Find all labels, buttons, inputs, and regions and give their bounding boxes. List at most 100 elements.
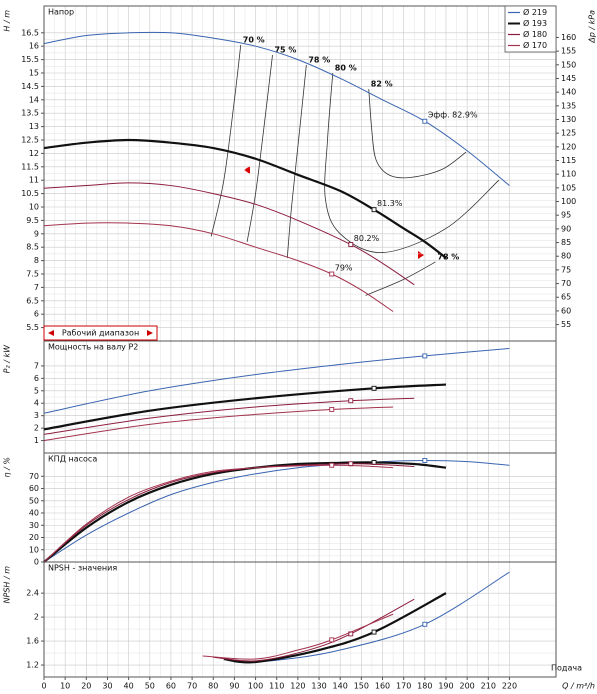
y2-tick-label: 110 <box>561 170 576 179</box>
y-tick-label: 9.5 <box>26 216 39 225</box>
y-axis-label: P₂ / kW <box>3 344 12 373</box>
x-tick-label: 160 <box>375 682 390 691</box>
y-tick-label: 11 <box>29 176 39 185</box>
y-tick-label: 13 <box>29 122 39 131</box>
iso-efficiency-line <box>368 89 467 179</box>
series-line <box>43 138 447 259</box>
y2-tick-label: 145 <box>561 74 576 83</box>
x-tick-label: 200 <box>459 682 474 691</box>
y-tick-label: 5.5 <box>26 323 39 332</box>
x-tick-label: 110 <box>269 682 284 691</box>
y-tick-label: 10 <box>29 203 39 212</box>
iso-efficiency-line <box>246 54 273 242</box>
panel-title: Напор <box>48 8 74 17</box>
y-tick-label: 2 <box>34 613 39 622</box>
x-tick-label: 10 <box>60 682 70 691</box>
y-tick-label: 5 <box>34 386 39 395</box>
duty-point <box>329 462 335 468</box>
series-line <box>43 383 447 431</box>
legend-box <box>504 5 557 53</box>
iso-efficiency-line <box>286 64 307 258</box>
y-tick-label: 30 <box>29 521 39 530</box>
y2-tick-label: 75 <box>561 265 571 274</box>
y-tick-label: 6 <box>34 374 39 383</box>
x-tick-label: 20 <box>81 682 91 691</box>
y2-tick-label: 105 <box>561 183 576 192</box>
y-tick-label: 2 <box>34 424 39 433</box>
y2-tick-label: 100 <box>561 197 576 206</box>
range-flag <box>244 166 250 174</box>
duty-label: 81.3% <box>377 199 403 208</box>
series-line <box>43 397 415 435</box>
iso-efficiency-line <box>365 261 436 296</box>
iso-efficiency-label: 75 % <box>274 46 296 55</box>
series-line <box>43 459 510 563</box>
panel-title: КПД насоса <box>48 455 97 464</box>
y-tick-label: 10 <box>29 545 39 554</box>
legend-label: Ø 170 <box>523 40 547 50</box>
y-tick-label: 9 <box>34 229 39 238</box>
y2-axis-label: Δp / kPa <box>588 10 597 44</box>
y2-tick-label: 125 <box>561 129 576 138</box>
x-tick-label: 120 <box>290 682 305 691</box>
y-tick-label: 11.5 <box>21 162 39 171</box>
y-tick-label: 16 <box>29 42 39 51</box>
y2-tick-label: 150 <box>561 60 576 69</box>
duty-point <box>422 458 428 463</box>
y-tick-label: 16.5 <box>21 28 39 37</box>
y-tick-label: 4 <box>34 399 39 408</box>
y-tick-label: 12.5 <box>21 136 39 145</box>
y-tick-label: 10.5 <box>21 189 39 198</box>
panel-title: NPSH - значения <box>48 564 117 573</box>
y-tick-label: 8.5 <box>26 243 39 252</box>
y-axis-label: η / % <box>3 457 12 477</box>
x-tick-label: 50 <box>145 682 155 691</box>
series-line <box>43 464 394 563</box>
y-tick-label: 15.5 <box>21 55 39 64</box>
y2-tick-label: 120 <box>561 142 576 151</box>
x-tick-label: 130 <box>311 682 326 691</box>
y-tick-label: 13.5 <box>21 109 39 118</box>
y2-tick-label: 85 <box>561 238 571 247</box>
y-tick-label: 2.4 <box>26 589 39 598</box>
series-line <box>202 613 394 660</box>
iso-efficiency-label: 82 % <box>371 80 393 89</box>
x-tick-label: 180 <box>417 682 432 691</box>
y-axis-label: NPSH / m <box>3 566 12 604</box>
x-tick-label: 70 <box>187 682 197 691</box>
y-tick-label: 60 <box>29 484 39 493</box>
y2-tick-label: 90 <box>561 224 571 233</box>
y-tick-label: 1.2 <box>26 661 39 670</box>
y-tick-label: 1 <box>34 436 39 445</box>
x-tick-label: 190 <box>438 682 453 691</box>
y-tick-label: 7 <box>34 283 39 292</box>
series-line <box>43 406 394 442</box>
x-axis-note: Подача <box>551 664 582 673</box>
y2-tick-label: 115 <box>561 156 576 165</box>
x-tick-label: 0 <box>41 682 46 691</box>
y-axis-label: H / m <box>3 10 12 32</box>
series-line <box>223 592 447 664</box>
duty-label: Эфф. 82.9% <box>428 111 478 120</box>
y-tick-label: 50 <box>29 496 39 505</box>
duty-point <box>329 406 335 412</box>
operating-range-box <box>43 325 158 341</box>
y2-tick-label: 155 <box>561 47 576 56</box>
x-tick-label: 30 <box>102 682 112 691</box>
duty-point <box>371 207 377 213</box>
duty-point <box>348 398 354 404</box>
legend-label: Ø 193 <box>523 18 547 28</box>
duty-point <box>329 637 335 643</box>
y2-tick-label: 160 <box>561 33 576 42</box>
x-tick-label: 90 <box>229 682 239 691</box>
y-tick-label: 1.6 <box>26 637 39 646</box>
y-tick-label: 14.5 <box>21 82 39 91</box>
legend-label: Ø 180 <box>523 29 547 39</box>
y2-tick-label: 135 <box>561 101 576 110</box>
y-tick-label: 6.5 <box>26 296 39 305</box>
duty-point <box>422 621 428 627</box>
duty-label: 80.2% <box>354 234 380 243</box>
series-line <box>43 182 415 286</box>
iso-efficiency-label: 78 % <box>437 252 459 261</box>
series-line <box>43 31 510 186</box>
